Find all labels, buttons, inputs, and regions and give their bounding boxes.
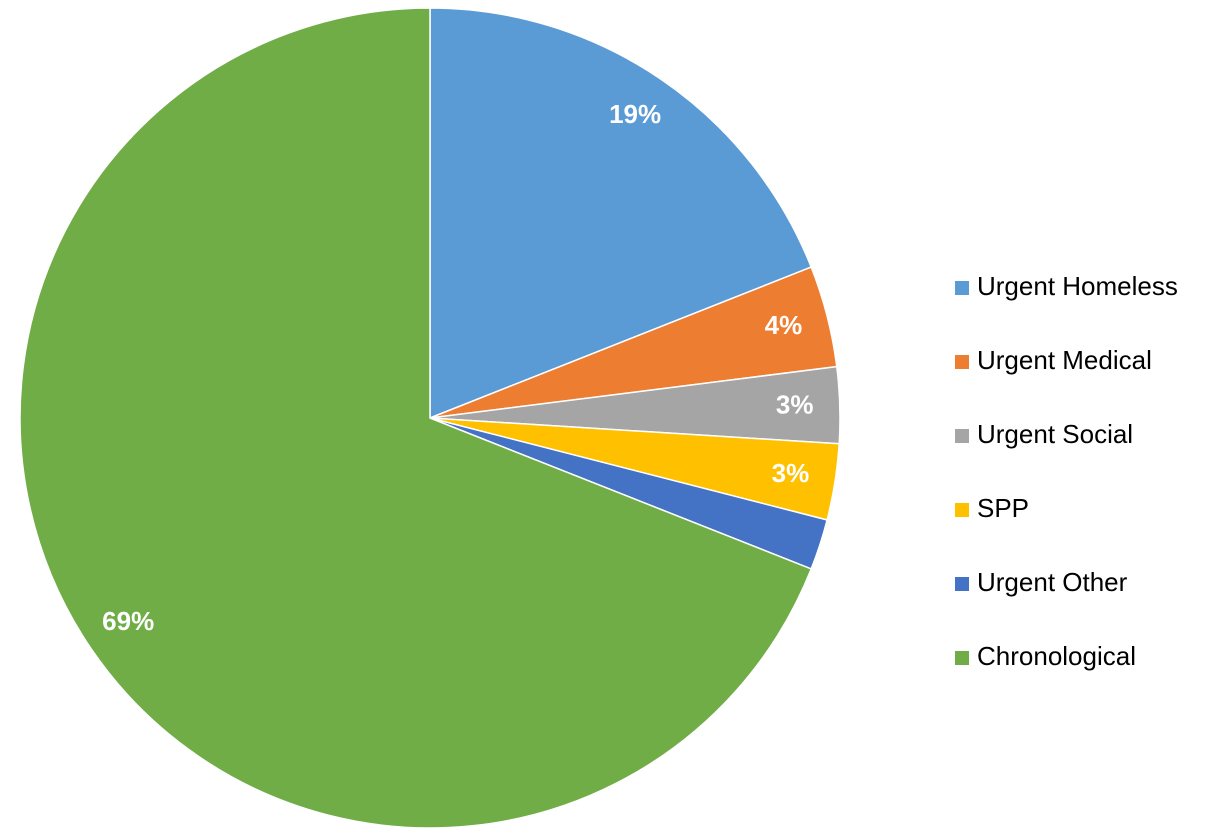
legend-swatch [955,281,969,295]
legend-label: Urgent Homeless [977,271,1178,301]
legend-swatch [955,429,969,443]
pie-slice [19,7,813,828]
value-label: 3% [772,458,810,488]
legend-swatch [955,355,969,369]
value-label: 19% [609,99,661,129]
value-label: 3% [776,389,814,419]
legend-swatch [955,651,969,665]
legend-label: Urgent Medical [977,345,1152,375]
legend-label: Urgent Other [977,567,1128,597]
legend-label: Urgent Social [977,419,1133,449]
value-label: 4% [765,310,803,340]
legend-swatch [955,503,969,517]
legend-label: Chronological [977,641,1136,671]
legend-swatch [955,577,969,591]
legend-label: SPP [977,493,1029,523]
pie-slice [429,7,813,420]
value-label: 69% [102,606,154,636]
